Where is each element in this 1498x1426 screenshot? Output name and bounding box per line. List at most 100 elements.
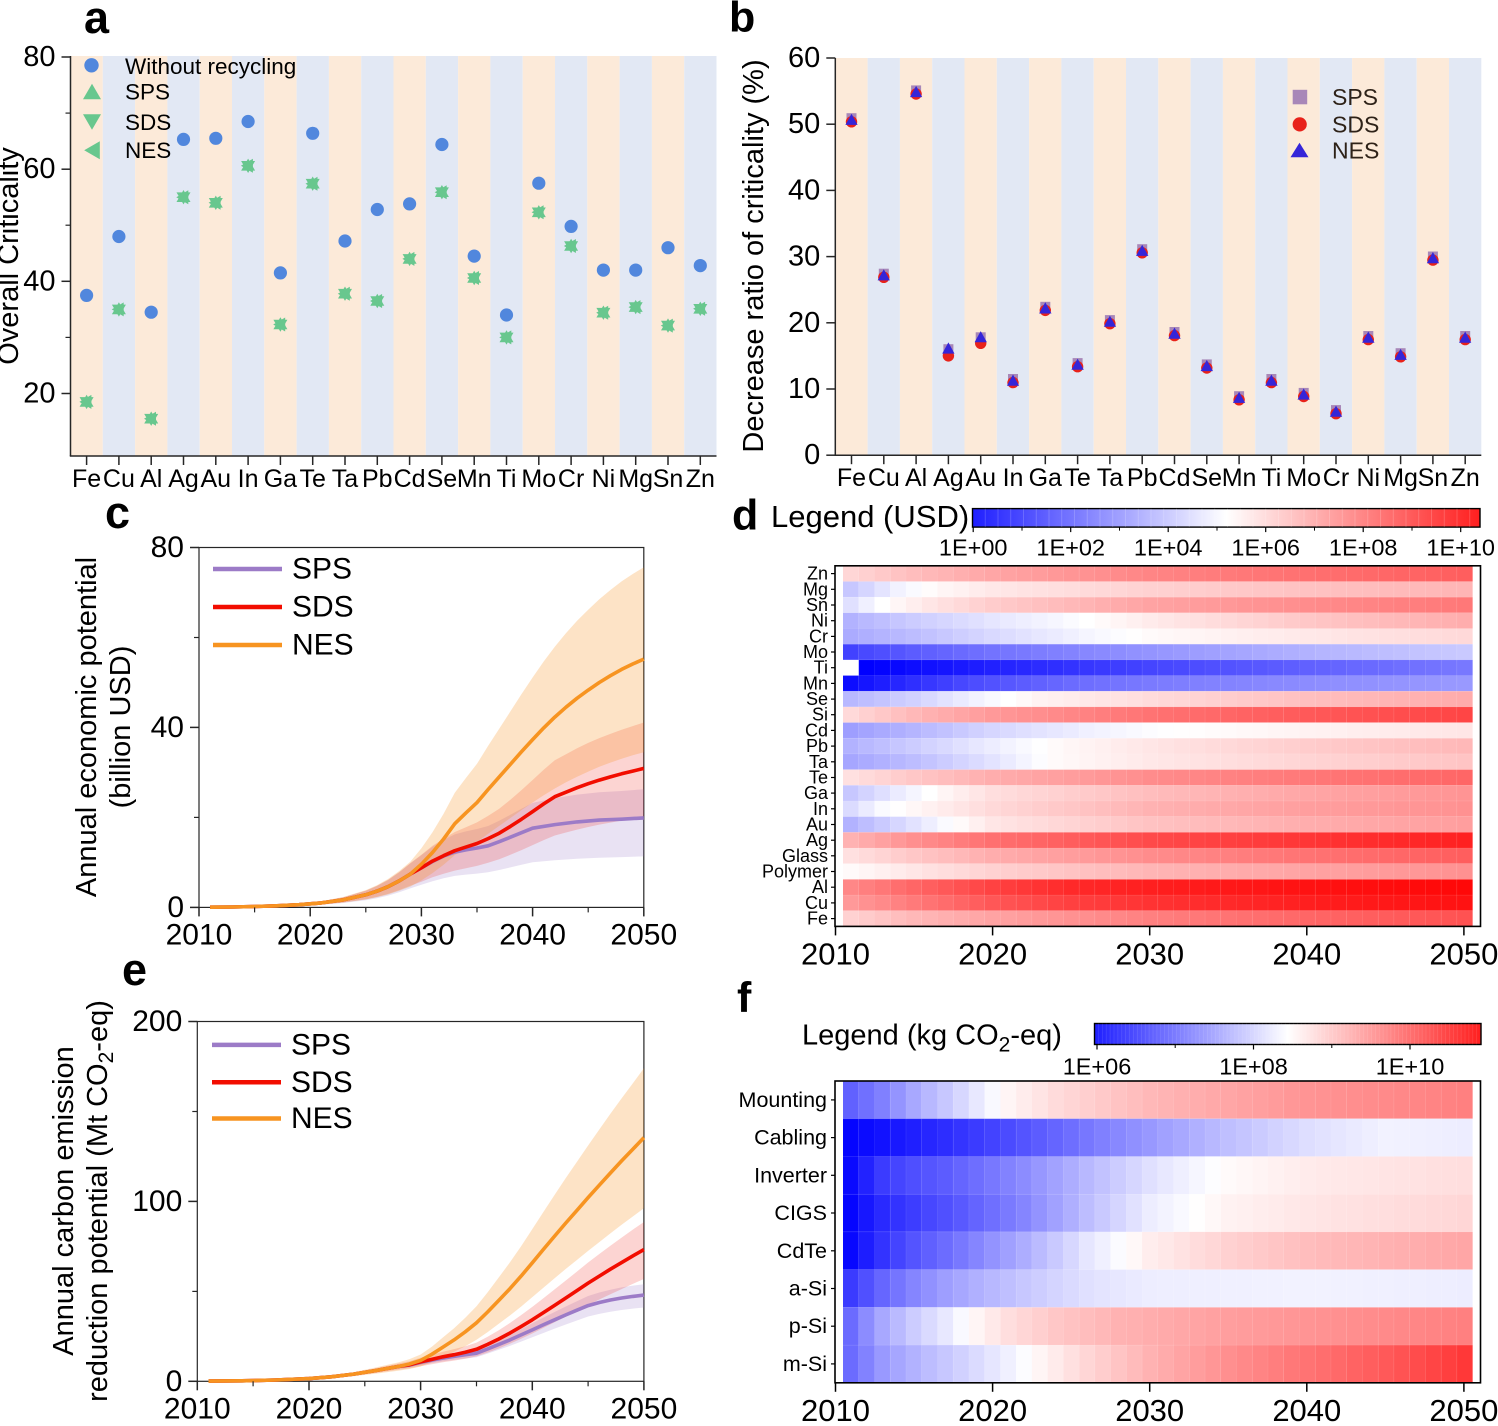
- svg-text:SPS: SPS: [1332, 84, 1378, 110]
- svg-text:2030: 2030: [1115, 1393, 1184, 1426]
- svg-text:Si: Si: [812, 705, 828, 725]
- svg-text:Cr: Cr: [809, 626, 828, 646]
- svg-text:2040: 2040: [1272, 1393, 1341, 1426]
- svg-text:NES: NES: [292, 629, 354, 662]
- svg-text:Fe: Fe: [807, 909, 828, 929]
- svg-text:In: In: [1003, 464, 1024, 492]
- svg-text:Annual economic potential: Annual economic potential: [71, 557, 103, 897]
- svg-text:Ni: Ni: [1356, 464, 1380, 492]
- svg-text:2030: 2030: [388, 918, 455, 951]
- svg-text:1E+00: 1E+00: [939, 535, 1008, 561]
- svg-text:80: 80: [151, 531, 184, 564]
- svg-text:Au: Au: [965, 464, 996, 492]
- svg-text:2050: 2050: [1429, 936, 1498, 971]
- svg-text:e: e: [122, 944, 147, 995]
- svg-text:2020: 2020: [277, 918, 344, 951]
- svg-text:SDS: SDS: [1332, 112, 1379, 138]
- svg-text:Ti: Ti: [1261, 464, 1281, 492]
- svg-text:2030: 2030: [387, 1392, 454, 1425]
- svg-text:Ag: Ag: [806, 830, 828, 850]
- svg-text:2050: 2050: [610, 918, 677, 951]
- svg-text:Cu: Cu: [103, 465, 135, 493]
- svg-text:Cu: Cu: [805, 893, 828, 913]
- svg-text:Polymer: Polymer: [762, 862, 828, 882]
- svg-text:Te: Te: [1064, 464, 1090, 492]
- svg-text:Ti: Ti: [497, 465, 517, 493]
- svg-text:80: 80: [23, 41, 55, 73]
- svg-text:Cr: Cr: [558, 465, 584, 493]
- svg-text:40: 40: [788, 174, 820, 206]
- svg-text:2020: 2020: [276, 1392, 343, 1425]
- svg-text:1E+10: 1E+10: [1426, 535, 1495, 561]
- svg-text:2040: 2040: [499, 1392, 566, 1425]
- svg-text:Zn: Zn: [807, 564, 828, 584]
- svg-text:Cd: Cd: [1159, 464, 1191, 492]
- svg-text:30: 30: [788, 241, 820, 273]
- svg-text:50: 50: [788, 108, 820, 140]
- svg-text:Pb: Pb: [806, 736, 828, 756]
- svg-text:2010: 2010: [164, 1392, 231, 1425]
- svg-text:Zn: Zn: [686, 465, 715, 493]
- svg-text:Te: Te: [299, 465, 325, 493]
- svg-text:Ta: Ta: [332, 465, 359, 493]
- svg-text:Sn: Sn: [653, 465, 684, 493]
- svg-text:Mo: Mo: [803, 642, 828, 662]
- svg-text:1E+06: 1E+06: [1231, 535, 1300, 561]
- svg-text:1E+08: 1E+08: [1329, 535, 1398, 561]
- svg-text:1E+10: 1E+10: [1376, 1054, 1445, 1080]
- svg-text:(billion USD): (billion USD): [105, 646, 137, 809]
- svg-text:Mn: Mn: [1222, 464, 1257, 492]
- svg-text:2050: 2050: [611, 1392, 678, 1425]
- svg-text:2010: 2010: [166, 918, 233, 951]
- svg-text:1E+02: 1E+02: [1036, 535, 1105, 561]
- svg-text:Mo: Mo: [1286, 464, 1321, 492]
- svg-text:2010: 2010: [801, 936, 870, 971]
- svg-text:Au: Au: [201, 465, 232, 493]
- svg-text:Ga: Ga: [264, 465, 297, 493]
- svg-text:Cd: Cd: [805, 720, 828, 740]
- svg-text:p-Si: p-Si: [789, 1314, 827, 1338]
- svg-text:Ti: Ti: [814, 658, 828, 678]
- svg-text:SDS: SDS: [291, 1066, 353, 1099]
- svg-text:SDS: SDS: [292, 591, 354, 624]
- svg-text:2040: 2040: [1272, 936, 1341, 971]
- svg-text:reduction potential (Mt CO2-eq: reduction potential (Mt CO2-eq): [82, 1000, 118, 1402]
- svg-text:Te: Te: [809, 768, 828, 788]
- svg-text:Annual carbon emission: Annual carbon emission: [48, 1046, 80, 1356]
- svg-text:Pb: Pb: [1127, 464, 1158, 492]
- svg-text:Legend (USD): Legend (USD): [771, 499, 969, 534]
- svg-text:a-Si: a-Si: [789, 1277, 827, 1301]
- svg-text:SPS: SPS: [125, 79, 170, 104]
- svg-text:Ta: Ta: [809, 752, 829, 772]
- svg-text:Al: Al: [140, 465, 162, 493]
- svg-text:Au: Au: [806, 815, 828, 835]
- svg-text:Mounting: Mounting: [739, 1088, 827, 1112]
- svg-text:40: 40: [151, 711, 184, 744]
- svg-text:SPS: SPS: [291, 1028, 351, 1061]
- svg-text:Fe: Fe: [72, 465, 101, 493]
- svg-text:NES: NES: [125, 138, 171, 163]
- svg-text:Al: Al: [905, 464, 927, 492]
- svg-text:2030: 2030: [1115, 936, 1184, 971]
- svg-text:2010: 2010: [801, 1393, 870, 1426]
- svg-text:NES: NES: [1332, 138, 1379, 164]
- svg-text:20: 20: [788, 307, 820, 339]
- svg-text:10: 10: [788, 373, 820, 405]
- svg-text:Cabling: Cabling: [754, 1126, 827, 1150]
- svg-text:Ag: Ag: [933, 464, 964, 492]
- svg-text:b: b: [729, 0, 755, 42]
- svg-text:Legend (kg CO2-eq): Legend (kg CO2-eq): [802, 1020, 1062, 1057]
- svg-text:In: In: [813, 799, 828, 819]
- svg-text:Sn: Sn: [806, 595, 828, 615]
- svg-text:Se: Se: [427, 465, 458, 493]
- svg-text:NES: NES: [291, 1102, 353, 1135]
- svg-text:Mg: Mg: [1383, 464, 1418, 492]
- svg-text:Glass: Glass: [782, 846, 828, 866]
- svg-text:0: 0: [166, 1365, 183, 1398]
- svg-text:Se: Se: [806, 689, 828, 709]
- svg-text:SPS: SPS: [292, 553, 352, 586]
- svg-text:Ag: Ag: [168, 465, 199, 493]
- svg-text:1E+04: 1E+04: [1134, 535, 1203, 561]
- svg-text:Ga: Ga: [804, 783, 829, 803]
- svg-text:Without recycling: Without recycling: [125, 54, 296, 79]
